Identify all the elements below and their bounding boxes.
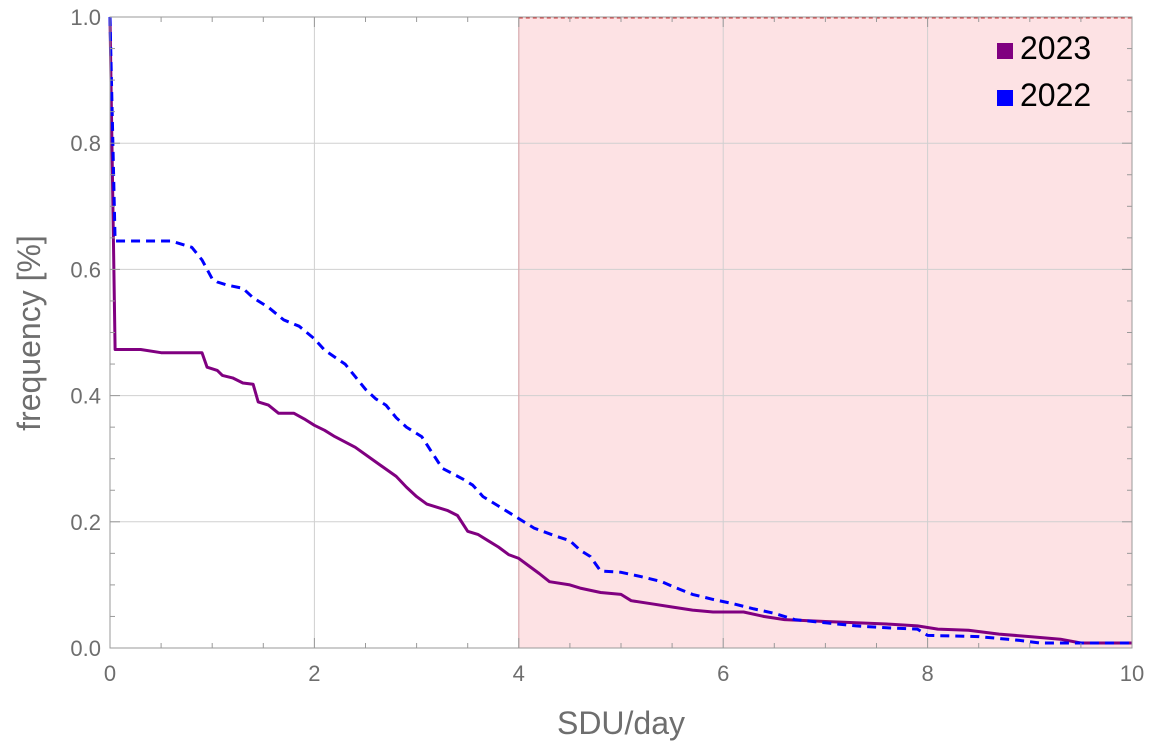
shaded-region bbox=[518, 17, 1132, 648]
y-tick-label: 0.6 bbox=[70, 257, 101, 282]
series-layer bbox=[108, 16, 1132, 645]
x-tick-label: 6 bbox=[717, 661, 729, 686]
grid bbox=[110, 17, 1132, 648]
tick-labels: 0 2 4 6 8 10 0.0 0.2 0.4 0.6 0.8 1.0 bbox=[70, 5, 1144, 686]
x-tick-label: 10 bbox=[1120, 661, 1144, 686]
x-tick-label: 2 bbox=[308, 661, 320, 686]
y-tick-label: 1.0 bbox=[70, 5, 101, 30]
plot-area: 0 2 4 6 8 10 0.0 0.2 0.4 0.6 0.8 1.0 bbox=[70, 5, 1144, 686]
y-tick-label: 0.0 bbox=[70, 636, 101, 661]
legend-swatch-2023 bbox=[997, 43, 1013, 59]
series-line-2022 bbox=[108, 16, 1132, 645]
x-tick-label: 4 bbox=[513, 661, 525, 686]
series-line-2023 bbox=[108, 16, 1132, 645]
legend-swatch-2022 bbox=[997, 90, 1013, 106]
x-tick-label: 8 bbox=[921, 661, 933, 686]
legend-label-2023: 2023 bbox=[1020, 30, 1091, 66]
y-tick-label: 0.4 bbox=[70, 384, 101, 409]
y-tick-label: 0.8 bbox=[70, 131, 101, 156]
legend: 2023 2022 bbox=[997, 30, 1091, 113]
axis-ticks bbox=[109, 16, 1133, 649]
y-tick-label: 0.2 bbox=[70, 510, 101, 535]
x-axis-title: SDU/day bbox=[557, 705, 685, 741]
legend-label-2022: 2022 bbox=[1020, 77, 1091, 113]
y-axis-title: frequency [%] bbox=[11, 235, 47, 431]
x-tick-label: 0 bbox=[104, 661, 116, 686]
